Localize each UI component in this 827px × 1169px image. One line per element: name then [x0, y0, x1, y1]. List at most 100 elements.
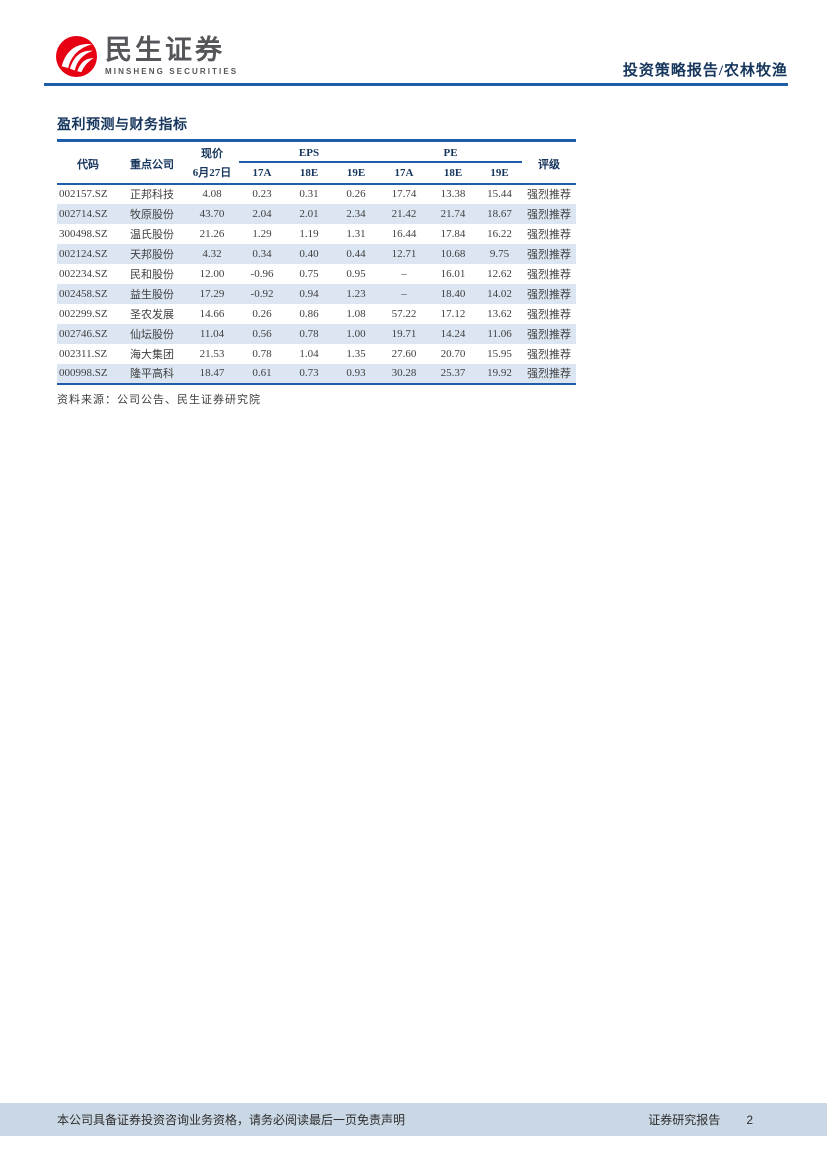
cell-price: 21.53	[199, 347, 225, 360]
cell-company: 牧原股份	[130, 208, 174, 221]
footer-right: 证券研究报告 2	[648, 1111, 753, 1128]
cell-rating: 强烈推荐	[527, 228, 572, 241]
cell-pe-19e: 15.44	[477, 182, 523, 204]
table-title: 盈利预测与财务指标	[57, 118, 188, 133]
cell-eps-17a: 1.29	[252, 227, 272, 240]
cell-pe-19e: 16.22	[487, 227, 512, 240]
cell-eps-19e: 2.34	[346, 207, 366, 220]
col-header-price-date: 6月27日	[192, 167, 232, 179]
cell-pe-18e: 18.40	[440, 287, 466, 300]
cell-code: 002299.SZ	[59, 307, 108, 320]
cell-eps-19e: 0.95	[346, 267, 366, 280]
cell-pe-17a: 17.74	[379, 182, 430, 204]
cell-eps-17a: -0.96	[250, 267, 274, 280]
table-row: 002746.SZ 仙坛股份 11.04 0.56 0.78 1.00 19.7…	[57, 323, 577, 344]
cell-rating: 强烈推荐	[527, 308, 572, 321]
cell-pe-18e: 17.84	[440, 227, 466, 240]
cell-eps-18e: 0.78	[299, 327, 319, 340]
table-row: 002714.SZ 牧原股份 43.70 2.04 2.01 2.34 21.4…	[57, 203, 577, 224]
cell-pe-18e: 14.24	[440, 327, 466, 340]
table-body: 002157.SZ 正邦科技 4.08 0.23 0.31 0.26 17.74…	[57, 182, 577, 384]
cell-pe-19e: 15.95	[487, 347, 512, 360]
cell-eps-17a: -0.92	[250, 287, 274, 300]
cell-pe-19e: 14.02	[487, 287, 512, 300]
cell-code: 002311.SZ	[59, 347, 108, 360]
table-row: 002124.SZ 天邦股份 4.32 0.34 0.40 0.44 12.71…	[57, 243, 577, 264]
cell-pe-19e: 11.06	[487, 327, 512, 340]
cell-rating: 强烈推荐	[527, 248, 572, 261]
cell-pe-17a: 12.71	[391, 247, 417, 260]
cell-code: 002458.SZ	[59, 287, 108, 300]
footer: 本公司具备证券投资咨询业务资格，请务必阅读最后一页免责声明 证券研究报告 2	[0, 1103, 827, 1136]
cell-eps-17a: 0.61	[252, 367, 272, 379]
cell-code: 300498.SZ	[59, 227, 108, 240]
cell-eps-18e: 0.86	[299, 307, 319, 320]
cell-company: 益生股份	[130, 288, 174, 301]
masthead-divider	[44, 83, 788, 86]
cell-company: 仙坛股份	[130, 328, 174, 341]
minsheng-logo-icon	[56, 36, 97, 77]
col-header-rating: 评级	[538, 158, 561, 171]
cell-pe-17a: –	[401, 287, 407, 300]
cell-pe-17a: 57.22	[391, 307, 417, 320]
footer-report-label: 证券研究报告	[648, 1113, 721, 1127]
cell-company: 隆平高科	[130, 368, 174, 380]
cell-pe-17a: 30.28	[391, 367, 417, 379]
cell-pe-19e: 13.62	[487, 307, 512, 320]
source-note: 资料来源：公司公告、民生证券研究院	[57, 393, 261, 406]
footer-disclaimer: 本公司具备证券投资咨询业务资格，请务必阅读最后一页免责声明	[57, 1113, 406, 1127]
col-header-eps-18e: 18E	[299, 166, 319, 179]
cell-pe-19e: 18.67	[487, 207, 512, 220]
cell-eps-19e: 1.23	[346, 287, 366, 300]
cell-rating: 强烈推荐	[527, 288, 572, 301]
cell-company: 圣农发展	[130, 308, 174, 321]
cell-company: 民和股份	[130, 268, 174, 281]
cell-price: 12.00	[199, 267, 225, 280]
col-header-company: 重点公司	[130, 158, 174, 171]
page-number: 2	[746, 1112, 753, 1127]
col-header-code: 代码	[77, 158, 99, 171]
cell-eps-19e: 1.00	[346, 327, 366, 340]
cell-company: 正邦科技	[119, 182, 185, 204]
cell-code: 002746.SZ	[59, 327, 108, 340]
cell-price: 4.32	[202, 247, 222, 260]
cell-code: 002124.SZ	[59, 247, 108, 260]
cell-code: 002157.SZ	[57, 182, 119, 204]
forecast-table: 代码 重点公司 现价 EPS PE 评级 6月27日 17A 18E 19E 1…	[57, 139, 577, 385]
cell-eps-18e: 0.31	[285, 182, 333, 204]
cell-price: 18.47	[199, 367, 225, 379]
cell-pe-19e: 19.92	[487, 367, 512, 379]
cell-pe-18e: 17.12	[440, 307, 466, 320]
cell-pe-17a: 19.71	[391, 327, 417, 340]
cell-company: 海大集团	[130, 348, 174, 361]
cell-eps-17a: 2.04	[252, 207, 272, 220]
table-row: 300498.SZ 温氏股份 21.26 1.29 1.19 1.31 16.4…	[57, 224, 576, 244]
cell-price: 21.26	[199, 227, 225, 240]
col-header-pe-17a: 17A	[394, 166, 414, 179]
cell-price: 4.08	[185, 182, 239, 204]
cell-price: 17.29	[199, 287, 225, 300]
cell-rating: 强烈推荐	[522, 182, 577, 204]
cell-eps-18e: 0.75	[299, 267, 319, 280]
cell-eps-18e: 2.01	[299, 207, 319, 220]
minsheng-logo: 民生证券 MINSHENG SECURITIES	[56, 36, 238, 77]
cell-eps-19e: 1.31	[346, 227, 366, 240]
cell-eps-19e: 0.93	[346, 367, 366, 379]
cell-pe-18e: 16.01	[440, 267, 466, 280]
logo-name-cn: 民生证券	[105, 35, 225, 65]
cell-eps-19e: 0.44	[346, 247, 366, 260]
col-header-eps-19e: 19E	[346, 166, 366, 179]
cell-pe-17a: 27.60	[391, 347, 417, 360]
cell-pe-19e: 9.75	[489, 247, 510, 260]
table-row: 002311.SZ 海大集团 21.53 0.78 1.04 1.35 27.6…	[57, 344, 576, 364]
cell-pe-19e: 12.62	[487, 267, 512, 280]
cell-eps-17a: 0.26	[252, 307, 272, 320]
table-header: 代码 重点公司 现价 EPS PE 评级 6月27日 17A 18E 19E 1…	[57, 140, 576, 184]
report-type-label: 投资策略报告/农林牧渔	[622, 63, 788, 79]
logo-name-en: MINSHENG SECURITIES	[105, 67, 239, 76]
cell-rating: 强烈推荐	[527, 348, 572, 361]
table-row: 002157.SZ 正邦科技 4.08 0.23 0.31 0.26 17.74…	[57, 182, 577, 204]
cell-price: 11.04	[199, 327, 225, 340]
cell-eps-18e: 0.73	[299, 367, 319, 379]
col-header-eps-17a: 17A	[252, 166, 272, 179]
